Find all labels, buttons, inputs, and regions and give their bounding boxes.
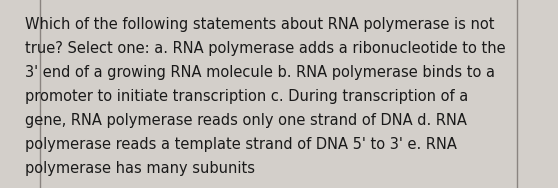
Text: promoter to initiate transcription c. During transcription of a: promoter to initiate transcription c. Du… [25,89,468,104]
Text: true? Select one: a. RNA polymerase adds a ribonucleotide to the: true? Select one: a. RNA polymerase adds… [25,41,506,56]
Text: polymerase has many subunits: polymerase has many subunits [25,161,255,176]
Text: polymerase reads a template strand of DNA 5' to 3' e. RNA: polymerase reads a template strand of DN… [25,137,457,152]
Text: gene, RNA polymerase reads only one strand of DNA d. RNA: gene, RNA polymerase reads only one stra… [25,113,467,128]
Text: 3' end of a growing RNA molecule b. RNA polymerase binds to a: 3' end of a growing RNA molecule b. RNA … [25,65,495,80]
Text: Which of the following statements about RNA polymerase is not: Which of the following statements about … [25,17,494,32]
